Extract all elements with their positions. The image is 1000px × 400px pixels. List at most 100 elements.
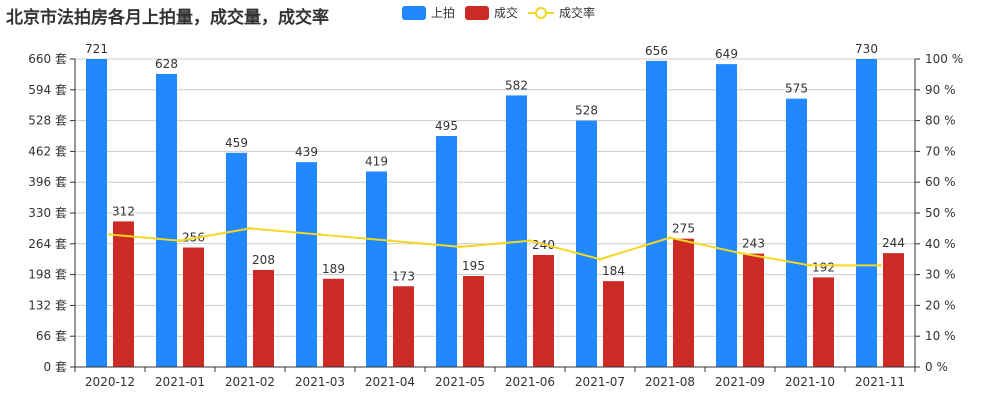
bar-sold [883, 253, 904, 367]
data-label-sold: 184 [602, 264, 625, 278]
x-tick-label: 2021-09 [715, 375, 765, 389]
left-tick-label: 660 套 [28, 52, 67, 66]
data-label-listed: 656 [645, 44, 668, 58]
right-tick-label: 60 % [925, 175, 956, 189]
right-tick-label: 100 % [925, 52, 963, 66]
line-rate [109, 227, 880, 267]
data-label-listed: 459 [225, 136, 248, 150]
bar-listed [716, 64, 737, 367]
left-tick-label: 396 套 [28, 175, 67, 189]
bar-listed [366, 171, 387, 367]
data-label-listed: 495 [435, 119, 458, 133]
legend-item-rate[interactable]: 成交率 [528, 4, 595, 21]
data-label-listed: 528 [575, 104, 598, 118]
legend-swatch-listed [402, 5, 426, 20]
bar-listed [856, 59, 877, 367]
point-rate [458, 245, 462, 249]
data-label-listed: 439 [295, 145, 318, 159]
point-rate [388, 239, 392, 243]
x-tick-label: 2021-04 [365, 375, 415, 389]
bar-sold [393, 286, 414, 367]
point-rate [598, 257, 602, 261]
bar-sold [463, 276, 484, 367]
bar-listed [646, 60, 667, 367]
bar-sold [743, 253, 764, 367]
x-tick-label: 2021-08 [645, 375, 695, 389]
right-tick-label: 40 % [925, 237, 956, 251]
data-label-sold: 312 [112, 204, 135, 218]
bar-listed [296, 162, 317, 367]
point-rate [808, 263, 812, 267]
point-rate [108, 233, 112, 237]
right-tick-label: 70 % [925, 144, 956, 158]
legend-label-rate: 成交率 [559, 6, 596, 20]
data-label-listed: 721 [85, 42, 108, 56]
data-label-listed: 575 [785, 82, 808, 96]
bar-sold [183, 247, 204, 367]
chart-title: 北京市法拍房各月上拍量，成交量，成交率 [6, 8, 329, 28]
data-label-listed: 628 [155, 57, 178, 71]
left-tick-label: 330 套 [28, 206, 67, 220]
x-tick-label: 2021-10 [785, 375, 835, 389]
x-tick-label: 2021-02 [225, 375, 275, 389]
bar-listed [786, 98, 807, 368]
legend-item-sold[interactable]: 成交 [465, 4, 518, 21]
bar-sold [113, 221, 134, 367]
x-tick-label: 2021-07 [575, 375, 625, 389]
bar-listed [86, 59, 107, 367]
right-tick-label: 90 % [925, 83, 956, 97]
x-tick-label: 2021-06 [505, 375, 555, 389]
data-label-listed: 582 [505, 78, 528, 92]
left-tick-label: 198 套 [28, 268, 67, 282]
right-tick-label: 10 % [925, 329, 956, 343]
bar-listed [156, 73, 177, 367]
data-label-sold: 192 [812, 260, 835, 274]
point-rate [738, 251, 742, 255]
data-label-sold: 208 [252, 253, 275, 267]
right-tick-label: 20 % [925, 298, 956, 312]
data-label-sold: 243 [742, 237, 765, 251]
left-tick-label: 528 套 [28, 114, 67, 128]
legend-label-listed: 上拍 [431, 6, 456, 20]
point-rate [528, 239, 532, 243]
left-tick-label: 264 套 [28, 237, 67, 251]
data-label-sold: 189 [322, 262, 345, 276]
legend-line-circle-icon [528, 6, 555, 19]
data-label-listed: 649 [715, 47, 738, 61]
data-label-listed: 419 [365, 154, 388, 168]
x-tick-label: 2021-03 [295, 375, 345, 389]
bar-sold [323, 278, 344, 367]
bar-listed [226, 152, 247, 367]
bar-sold [603, 281, 624, 367]
point-rate [248, 226, 252, 230]
left-tick-label: 132 套 [28, 298, 67, 312]
point-rate [878, 263, 882, 267]
legend-label-sold: 成交 [494, 6, 519, 20]
left-tick-label: 0 套 [44, 360, 67, 374]
right-tick-label: 30 % [925, 268, 956, 282]
left-tick-label: 66 套 [36, 329, 67, 343]
data-label-sold: 195 [462, 259, 485, 273]
data-label-sold: 275 [672, 222, 695, 236]
data-label-sold: 244 [882, 236, 905, 250]
bar-sold [673, 238, 694, 367]
left-tick-label: 594 套 [28, 83, 67, 97]
point-rate [178, 239, 182, 243]
bar-listed [576, 120, 597, 367]
legend-item-listed[interactable]: 上拍 [402, 4, 455, 21]
bar-listed [506, 95, 527, 368]
legend-swatch-sold [465, 5, 490, 20]
left-tick-label: 462 套 [28, 144, 67, 158]
x-tick-label: 2021-01 [155, 375, 205, 389]
right-tick-label: 80 % [925, 114, 956, 128]
x-tick-label: 2021-11 [855, 375, 905, 389]
right-tick-label: 0 % [925, 360, 948, 374]
bar-sold [533, 255, 554, 367]
bar-sold [253, 269, 274, 367]
data-label-listed: 730 [855, 42, 878, 56]
right-tick-label: 50 % [925, 206, 956, 220]
x-tick-label: 2020-12 [85, 375, 135, 389]
point-rate [668, 236, 672, 240]
